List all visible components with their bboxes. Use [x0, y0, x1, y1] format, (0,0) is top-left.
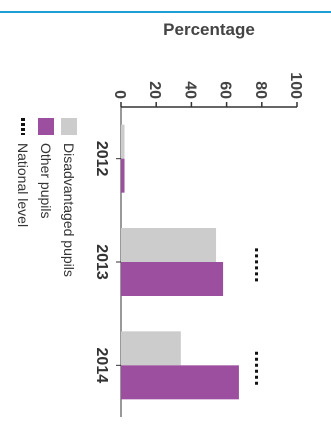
top-accent-rule — [0, 11, 331, 13]
legend-label-other-pupils: Other pupils — [38, 143, 54, 218]
y-axis-label: Percentage — [163, 20, 255, 39]
legend-swatch-other-pupils — [38, 118, 54, 135]
y-tick-label: 20 — [146, 81, 163, 99]
bars — [116, 124, 239, 400]
y-tick-label: 60 — [217, 81, 234, 99]
legend: Disadvantaged pupils Other pupils National… — [15, 118, 77, 277]
y-tick-label: 0 — [111, 90, 128, 99]
legend-swatch-disadvantaged-pupils — [61, 118, 77, 135]
category-label-2013: 2013 — [93, 244, 110, 280]
bar-disadvantaged-pupils-2012 — [121, 124, 125, 159]
bar-disadvantaged-pupils-2014 — [120, 331, 181, 366]
category-label-2014: 2014 — [93, 348, 110, 384]
legend-label-disadvantaged-pupils: Disadvantaged pupils — [61, 143, 77, 277]
bar-other-pupils-2012 — [121, 158, 125, 193]
category-label-2012: 2012 — [93, 141, 110, 177]
y-axis: 0 20 40 60 80 100 — [111, 72, 304, 417]
bar-other-pupils-2014 — [121, 365, 239, 400]
y-tick-label: 80 — [252, 81, 269, 99]
legend-label-national-level: National level — [15, 143, 31, 227]
bar-disadvantaged-pupils-2013 — [121, 228, 217, 262]
category-labels: 2012 2013 2014 — [93, 141, 110, 383]
bar-other-pupils-2013 — [121, 262, 224, 296]
y-tick-label: 100 — [287, 72, 304, 99]
y-tick-label: 40 — [181, 81, 198, 99]
